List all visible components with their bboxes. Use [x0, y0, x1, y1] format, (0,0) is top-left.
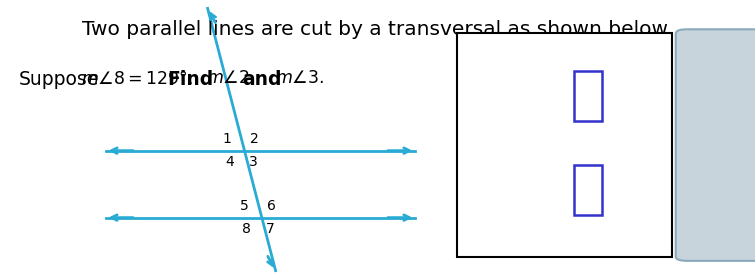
Text: $m\angle 2$: $m\angle 2$	[206, 70, 250, 87]
Text: $m\angle 3\ =$: $m\angle 3\ =$	[470, 181, 535, 198]
Text: 2: 2	[250, 132, 259, 146]
Text: °: °	[609, 181, 617, 199]
Text: Find: Find	[168, 70, 214, 89]
Text: $m\angle 3.$: $m\angle 3.$	[275, 70, 324, 87]
Text: $m\angle 8 = 129°.$: $m\angle 8 = 129°.$	[81, 70, 193, 88]
Bar	[457, 33, 672, 257]
Bar	[574, 71, 602, 121]
Text: 1: 1	[222, 132, 231, 146]
Text: 8: 8	[242, 222, 251, 235]
Text: Two parallel lines are cut by a transversal as shown below.: Two parallel lines are cut by a transver…	[82, 20, 673, 39]
Text: 4: 4	[225, 155, 233, 169]
Text: Suppose: Suppose	[19, 70, 99, 89]
Text: 7: 7	[266, 222, 275, 235]
Text: 5: 5	[239, 199, 248, 213]
Text: $m\angle 2\ =$: $m\angle 2\ =$	[470, 88, 535, 104]
Text: °: °	[609, 87, 617, 105]
Text: and: and	[242, 70, 282, 89]
Text: 6: 6	[267, 199, 276, 213]
Bar	[574, 165, 602, 215]
Text: 3: 3	[248, 155, 257, 169]
FancyBboxPatch shape	[676, 29, 755, 261]
